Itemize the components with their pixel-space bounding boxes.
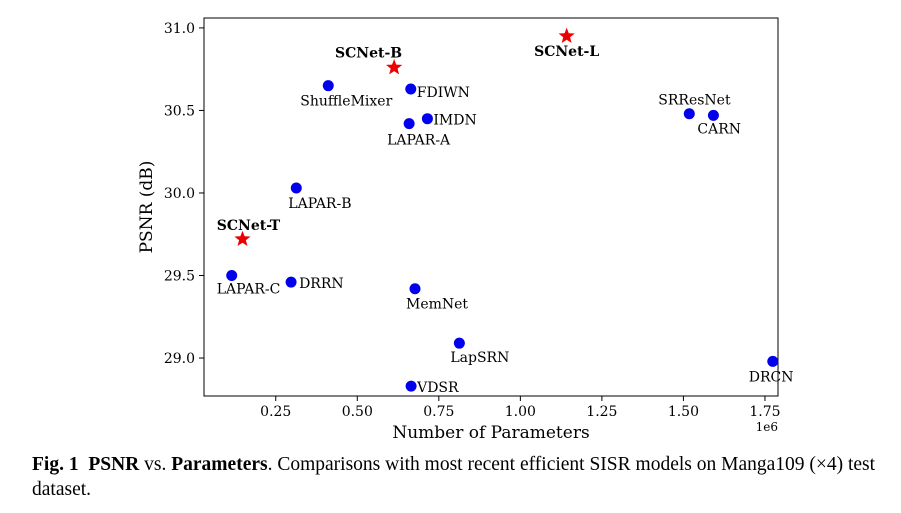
x-tick-label: 1.75 (749, 404, 780, 420)
point-vdsr (405, 380, 417, 392)
point-lapar-b (290, 182, 302, 194)
caption-term-parameters: Parameters (171, 454, 268, 475)
plot-area: 0.25 0.50 0.75 1.00 1.25 1.50 1.75 29.0 29.5 30.0… (137, 17, 794, 443)
point-label-fdiwn: FDIWN (417, 85, 470, 101)
point-lapar-a (403, 118, 415, 130)
plot-frame (203, 17, 779, 397)
x-scale-multiplier: 1e6 (756, 420, 778, 434)
point-imdn (421, 113, 433, 125)
y-axis-title: PSNR (dB) (137, 161, 157, 254)
y-tick-label: 30.5 (164, 103, 195, 119)
y-tick-label: 29.0 (164, 351, 195, 367)
point-label-lapar-a: LAPAR-A (387, 133, 451, 149)
point-label-vdsr: VDSR (416, 380, 459, 396)
y-tick-label: 31.0 (164, 21, 195, 37)
point-label-lapar-b: LAPAR-B (288, 196, 351, 212)
point-label-shufflemixer: ShuffleMixer (300, 94, 392, 110)
point-carn (707, 109, 719, 121)
point-lapar-c (226, 270, 238, 282)
point-label-srresnet: SRResNet (658, 93, 731, 109)
point-scnet-l (558, 27, 575, 44)
y-tick-label: 30.0 (164, 186, 195, 202)
point-lapsrn (453, 337, 465, 349)
x-axis-title: Number of Parameters (392, 423, 589, 443)
x-tick-label: 1.25 (586, 404, 617, 420)
x-tick-label: 0.25 (260, 404, 291, 420)
point-label-drrn: DRRN (299, 276, 344, 292)
point-label-imdn: IMDN (433, 113, 476, 129)
point-fdiwn (405, 83, 417, 95)
figure-caption: Fig. 1 PSNR vs. Parameters. Comparisons … (32, 452, 892, 502)
point-scnet-t (234, 230, 251, 247)
point-label-scnet-t: SCNet-T (217, 218, 281, 234)
caption-fig-label: Fig. 1 (32, 454, 79, 475)
x-tick-label: 1.00 (505, 404, 536, 420)
point-label-drcn: DRCN (749, 369, 794, 385)
point-srresnet (683, 108, 695, 120)
point-memnet (409, 283, 421, 295)
x-tick-label: 0.75 (423, 404, 454, 420)
caption-text: . Comparisons with most recent efficient… (32, 454, 876, 500)
point-drcn (767, 355, 779, 367)
point-shufflemixer (322, 80, 334, 92)
x-tick-label: 0.50 (342, 404, 373, 420)
y-tick-label: 29.5 (164, 269, 195, 285)
caption-connector: vs. (139, 454, 172, 475)
point-label-scnet-l: SCNet-L (534, 44, 599, 60)
point-label-memnet: MemNet (406, 297, 468, 313)
point-label-carn: CARN (697, 121, 741, 137)
x-tick-label: 1.50 (668, 404, 699, 420)
point-label-lapsrn: LapSRN (450, 350, 509, 366)
point-scnet-b (386, 59, 403, 75)
caption-term-psnr: PSNR (88, 454, 140, 475)
point-label-scnet-b: SCNet-B (335, 46, 402, 62)
scatter-chart: 0.25 0.50 0.75 1.00 1.25 1.50 1.75 29.0 29.5 30.0… (137, 17, 794, 443)
point-label-lapar-c: LAPAR-C (217, 282, 281, 298)
point-drrn (285, 276, 297, 288)
